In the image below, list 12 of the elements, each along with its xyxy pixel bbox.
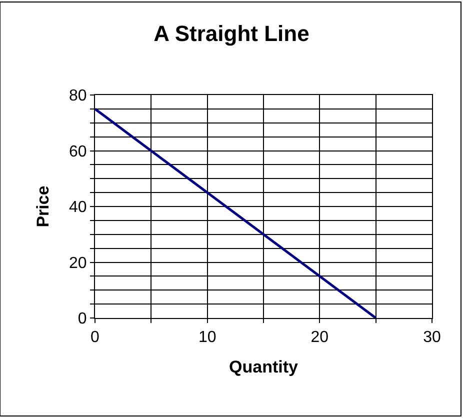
x-tick-label: 10 xyxy=(198,329,216,346)
chart-title: A Straight Line xyxy=(154,21,310,46)
y-tick-label: 40 xyxy=(69,199,87,216)
y-tick-label: 0 xyxy=(78,310,87,328)
y-tick-label: 60 xyxy=(69,143,87,160)
y-tick-label: 20 xyxy=(69,254,87,272)
x-tick-label: 30 xyxy=(423,329,441,346)
x-tick-label: 20 xyxy=(310,329,329,346)
y-tick-label: 80 xyxy=(69,88,87,105)
x-axis-title: Quantity xyxy=(229,358,299,377)
y-axis-title: Price xyxy=(34,186,53,228)
x-tick-label: 0 xyxy=(90,329,100,346)
